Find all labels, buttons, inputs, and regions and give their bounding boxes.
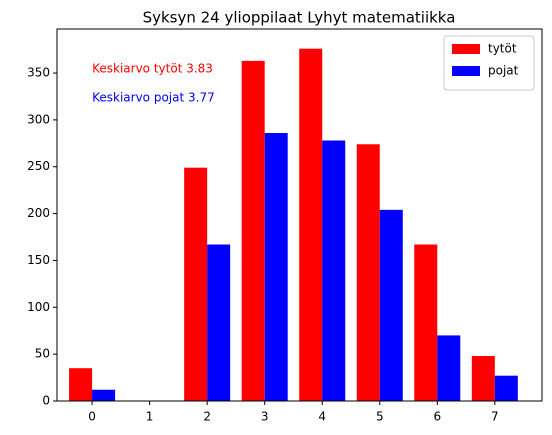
bar — [437, 335, 461, 401]
x-tick-label: 1 — [146, 410, 154, 424]
legend-label: tytöt — [488, 42, 517, 56]
bar — [69, 368, 93, 401]
x-tick-label: 6 — [433, 410, 441, 424]
y-tick-label: 200 — [27, 206, 50, 220]
y-tick-label: 250 — [27, 159, 50, 173]
x-tick-label: 0 — [88, 410, 96, 424]
y-tick-label: 350 — [27, 66, 50, 80]
legend-swatch — [452, 66, 480, 76]
plot-frame — [56, 28, 543, 402]
y-tick-label: 50 — [35, 347, 50, 361]
bar — [207, 244, 231, 401]
legend-label: pojat — [488, 64, 519, 78]
x-tick-label: 5 — [376, 410, 384, 424]
x-tick-label: 3 — [261, 410, 269, 424]
annotation: Keskiarvo pojat 3.77 — [92, 91, 215, 105]
bar — [471, 356, 495, 401]
x-tick-label: 2 — [203, 410, 211, 424]
bar — [494, 375, 518, 401]
chart-title: Syksyn 24 ylioppilaat Lyhyt matematiikka — [143, 9, 456, 27]
bar — [92, 389, 116, 401]
legend-swatch — [452, 44, 480, 54]
annotation: Keskiarvo tytöt 3.83 — [92, 62, 213, 76]
y-tick-label: 150 — [27, 253, 50, 267]
bar — [241, 60, 265, 401]
bar — [414, 244, 438, 401]
y-tick-label: 100 — [27, 300, 50, 314]
bar — [356, 144, 380, 402]
x-tick-label: 7 — [491, 410, 499, 424]
y-tick-label: 0 — [42, 394, 50, 408]
x-tick-label: 4 — [318, 410, 326, 424]
bar — [322, 140, 346, 402]
y-tick-label: 300 — [27, 112, 50, 126]
bar — [299, 48, 323, 401]
bar — [184, 167, 208, 401]
bar — [379, 209, 403, 401]
bar — [264, 133, 288, 401]
